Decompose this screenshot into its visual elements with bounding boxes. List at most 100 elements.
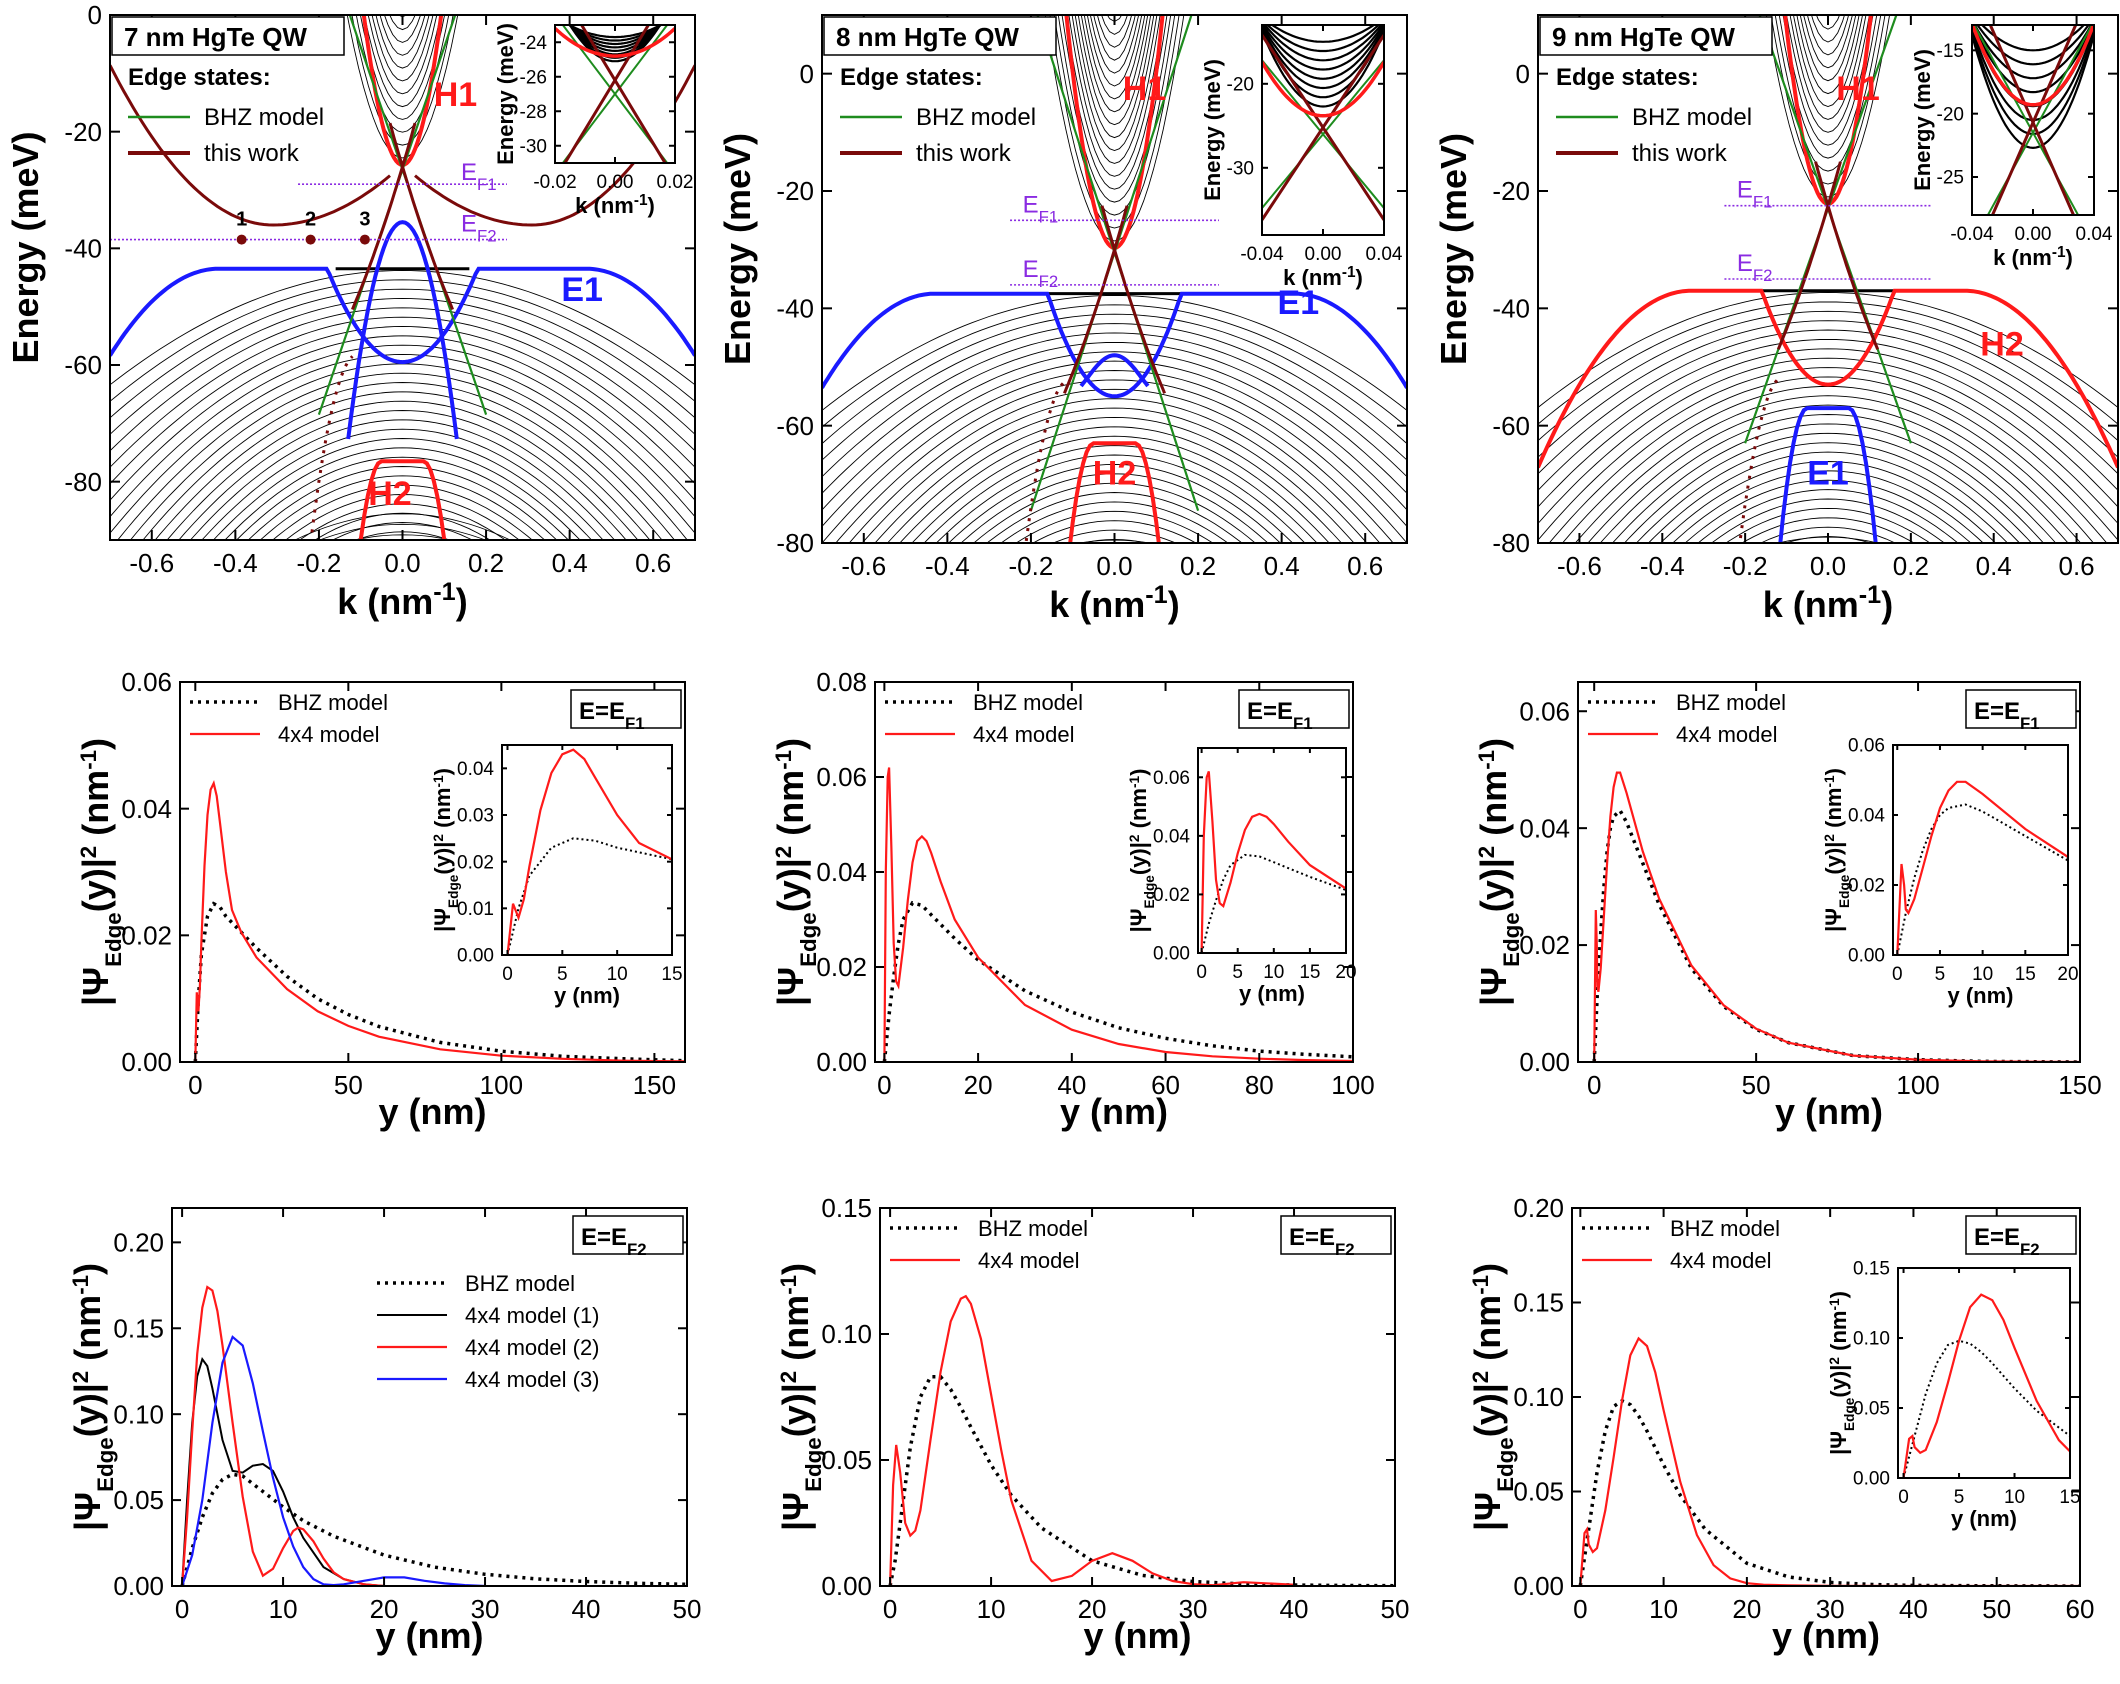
series-bhz-model <box>882 900 1353 1062</box>
band-ytick-label: -60 <box>64 350 102 380</box>
inset-series <box>1896 780 2068 955</box>
inset-xtick-label: -0.04 <box>1950 224 1994 245</box>
wf-ytick-label: 0.05 <box>1513 1477 1564 1507</box>
inset-xtick-label: 0.04 <box>2076 224 2113 245</box>
wf-inset-ytick-label: 0.05 <box>1853 1399 1890 1420</box>
wf-ytick-label: 0.06 <box>816 762 867 792</box>
inset-ytick-label: -20 <box>1937 104 1964 125</box>
wf-xtick-label: 50 <box>1381 1594 1410 1624</box>
valence-subband <box>874 407 1355 543</box>
valence-subband <box>201 428 604 540</box>
inset-subband <box>1265 25 1381 53</box>
valence-subband <box>1741 517 1915 543</box>
wf-inset-ytick-label: 0.00 <box>1153 944 1190 965</box>
conduction-subband <box>1049 15 1180 229</box>
valence-subband <box>129 372 676 540</box>
conduction-subband <box>1096 15 1133 48</box>
wf-xtick-label: 50 <box>1742 1070 1771 1100</box>
energy-tag: E=EF2 <box>1974 1224 2040 1259</box>
wf-xtick-label: 100 <box>1896 1070 1939 1100</box>
wf-panel-6: 0 10 20 30 40 50 0.00 0.05 0.10 0.15 0.20 |ΨEdge(y)… <box>67 1207 701 1656</box>
band-xtick-label: 0.2 <box>1180 551 1216 581</box>
conduction-subband <box>1765 15 1891 198</box>
wf-ytick-label: 0.04 <box>121 794 172 824</box>
conduction-subband <box>1080 15 1149 113</box>
wf-inset-ytick-label: 0.04 <box>1153 827 1190 848</box>
series-4x4-model-1- <box>181 1356 385 1586</box>
valence-subband <box>822 294 1407 411</box>
legend-label: 4x4 model <box>973 722 1075 747</box>
lower-subband <box>318 523 487 540</box>
band-ytick-label: -80 <box>776 528 814 558</box>
legend-label: 4x4 model <box>1670 1248 1772 1273</box>
title-box <box>111 16 345 56</box>
band-label-e1: E1 <box>561 271 603 309</box>
valence-top-band <box>110 266 695 365</box>
wf-panel-8: 0 10 20 30 40 50 600.000.050.100.150.20|ΨEdge(… <box>1467 1193 2094 1656</box>
valence-subband <box>212 438 593 540</box>
inset-curves <box>1902 1293 2070 1478</box>
ef2-label: EF2 <box>1737 250 1773 285</box>
wf-xtick-label: 10 <box>1649 1594 1678 1624</box>
inset-this-work <box>1990 25 2078 215</box>
valence-subband <box>986 492 1243 543</box>
wf-panel-7: 0 10 20 30 40 50 0.00 0.05 0.10 0.15 |ΨEdge(y)|2 (… <box>775 1193 1409 1656</box>
ef1-label: EF1 <box>1023 191 1059 226</box>
valence-subband <box>822 332 1407 478</box>
wf-inset-frame <box>1897 1267 2071 1479</box>
wf-ytick-label: 0.00 <box>816 1047 867 1077</box>
ef1-label: EF1 <box>1737 177 1773 212</box>
wf-xtick-label: 150 <box>2058 1070 2101 1100</box>
inset-ylabel: Energy (meV) <box>1910 49 1935 191</box>
wf-xlabel: y (nm) <box>379 1091 487 1132</box>
wf-frame <box>879 1207 1396 1587</box>
wf-inset-xtick-label: 0 <box>502 964 513 985</box>
band-ytick-label: -20 <box>776 176 814 206</box>
wf-inset-ytick-label: 0.00 <box>457 946 494 967</box>
conduction-subband <box>351 15 454 146</box>
conduction-subband <box>1061 15 1168 190</box>
conduction-subband <box>355 15 450 133</box>
legend-label: BHZ model <box>978 1216 1088 1241</box>
inset-ytick-label: -28 <box>520 102 547 123</box>
inset-subband <box>1262 25 1384 71</box>
wf-xtick-label: 30 <box>1816 1594 1845 1624</box>
valence-subband <box>1574 395 2082 543</box>
valence-subband <box>822 313 1407 444</box>
wf-xtick-label: 20 <box>964 1070 993 1100</box>
wf-inset-frame <box>1892 744 2069 956</box>
wf-xtick-label: 100 <box>1331 1070 1374 1100</box>
valence-subband <box>1697 489 1959 543</box>
valence-subband <box>1759 526 1897 543</box>
wf-inset-xtick-label: 0 <box>1892 964 1903 985</box>
wf-inset-xtick-label: 0 <box>1196 962 1207 983</box>
wf-xtick-label: 60 <box>1151 1070 1180 1100</box>
inset-subband <box>1980 25 2086 52</box>
wf-xtick-label: 0 <box>188 1070 202 1100</box>
band-label-h1: H1 <box>1123 70 1166 108</box>
inset-xtick-label: 0.00 <box>2015 224 2052 245</box>
wf-curves <box>1592 771 2080 1062</box>
conduction-subband <box>371 15 434 82</box>
inset-series <box>1902 1293 2070 1478</box>
conduction-subband <box>1793 15 1863 107</box>
wf-xtick-label: 80 <box>1245 1070 1274 1100</box>
conduction-subband <box>1065 15 1164 177</box>
wf-ylabel: |ΨEdge(y)|2 (nm-1) <box>67 1263 118 1531</box>
band-label-h1: H1 <box>434 76 477 114</box>
conduction-subband <box>359 15 446 120</box>
band-xtick-label: -0.4 <box>925 551 970 581</box>
inset-ytick-label: -30 <box>1227 158 1254 179</box>
series-4x4-model <box>883 767 1353 1062</box>
legend-label: 4x4 model (1) <box>465 1303 600 1328</box>
wf-inset-xtick-label: 5 <box>1954 1487 1965 1508</box>
conduction-subband <box>1799 15 1857 82</box>
this-work-edge <box>110 64 391 227</box>
wf-panel-4: 0 20 40 60 80 1000.000.020.040.060.08|ΨEdge(y… <box>770 667 1375 1132</box>
inset-curves <box>1972 25 2094 215</box>
valence-subband <box>1538 348 2118 508</box>
wf-xtick-label: 0 <box>175 1594 189 1624</box>
conduction-subband <box>1824 15 1832 17</box>
inset-bhz <box>1262 59 1384 209</box>
